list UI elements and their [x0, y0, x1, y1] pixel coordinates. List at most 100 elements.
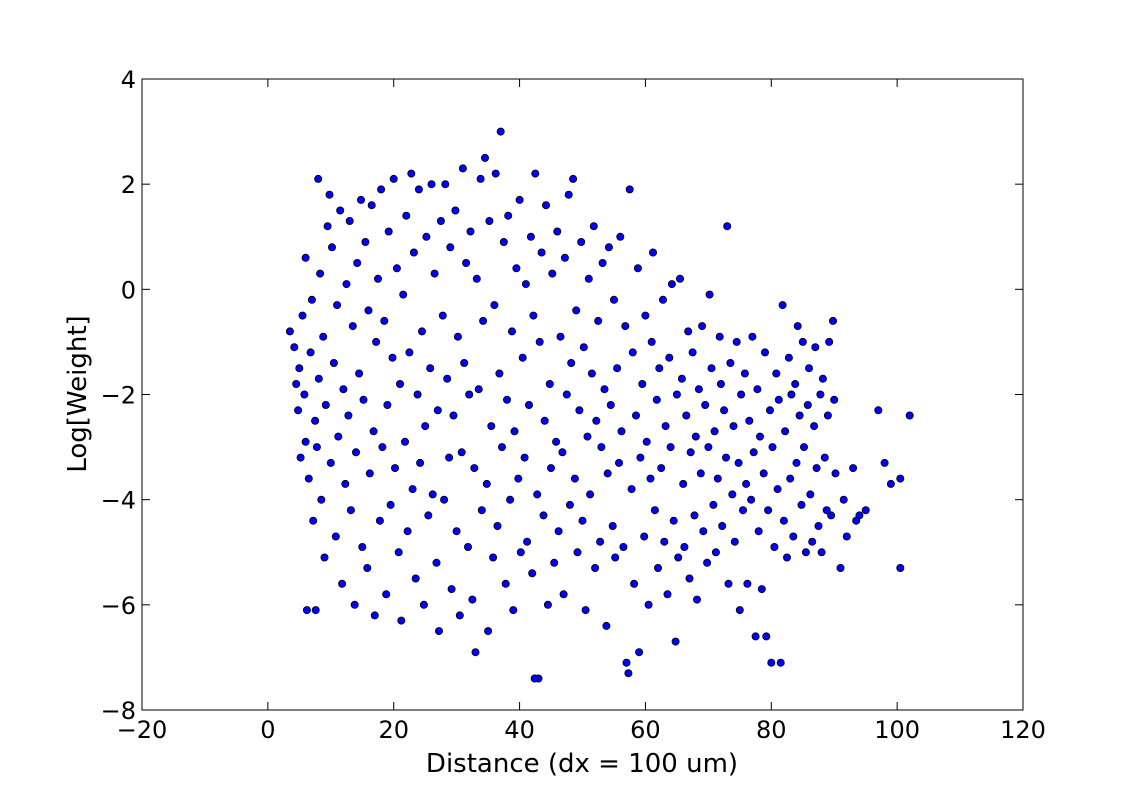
data-point — [294, 406, 303, 415]
data-point — [516, 548, 525, 557]
data-point — [679, 479, 688, 488]
data-point — [728, 490, 737, 499]
data-point — [823, 411, 832, 420]
data-point — [745, 416, 754, 425]
data-point — [734, 458, 743, 467]
data-point — [319, 332, 328, 341]
data-point — [502, 395, 511, 404]
data-point — [395, 379, 404, 388]
data-point — [774, 395, 783, 404]
data-point — [326, 458, 335, 467]
data-point — [394, 548, 403, 557]
data-point — [730, 537, 739, 546]
data-point — [616, 232, 625, 241]
data-point — [842, 532, 851, 541]
data-point — [409, 248, 418, 257]
data-point — [518, 353, 527, 362]
x-tick-label: 100 — [874, 716, 920, 744]
data-point — [737, 390, 746, 399]
data-point — [552, 437, 561, 446]
data-point — [611, 553, 620, 562]
data-point — [810, 422, 819, 431]
data-point — [515, 195, 524, 204]
data-point — [323, 222, 332, 231]
data-point — [798, 337, 807, 346]
data-point — [886, 479, 895, 488]
data-point — [633, 264, 642, 273]
data-point — [657, 464, 666, 473]
data-point — [587, 369, 596, 378]
data-point — [640, 532, 649, 541]
data-point — [380, 316, 389, 325]
data-point — [751, 632, 760, 641]
data-point — [306, 348, 315, 357]
data-point — [499, 237, 508, 246]
data-point — [772, 369, 781, 378]
data-point — [831, 469, 840, 478]
data-point — [317, 495, 326, 504]
data-point — [559, 590, 568, 599]
data-point — [594, 316, 603, 325]
data-point — [300, 390, 309, 399]
data-point — [386, 500, 395, 509]
data-point — [533, 490, 542, 499]
data-point — [424, 511, 433, 520]
data-point — [680, 543, 689, 552]
data-point — [707, 364, 716, 373]
data-point — [770, 543, 779, 552]
data-point — [377, 185, 386, 194]
data-point — [358, 543, 367, 552]
data-point — [542, 201, 551, 210]
data-point — [694, 385, 703, 394]
data-point — [514, 474, 523, 483]
data-point — [388, 353, 397, 362]
data-point — [829, 316, 838, 325]
data-point — [285, 327, 294, 336]
data-point — [766, 406, 775, 415]
data-point — [407, 169, 416, 178]
data-point — [743, 579, 752, 588]
data-point — [690, 511, 699, 520]
data-point — [434, 627, 443, 636]
data-point — [528, 569, 537, 578]
data-point — [642, 437, 651, 446]
data-point — [370, 611, 379, 620]
data-point — [378, 443, 387, 452]
data-point — [426, 364, 435, 373]
data-point — [506, 495, 515, 504]
data-point — [375, 516, 384, 525]
data-point — [449, 411, 458, 420]
y-tick-label: −8 — [101, 697, 136, 725]
data-point — [447, 585, 456, 594]
data-point — [321, 400, 330, 409]
data-point — [716, 379, 725, 388]
data-point — [660, 537, 669, 546]
data-point — [759, 469, 768, 478]
data-point — [816, 390, 825, 399]
data-point — [598, 258, 607, 267]
data-point — [417, 327, 426, 336]
data-point — [684, 327, 693, 336]
data-point — [808, 537, 817, 546]
data-point — [365, 469, 374, 478]
data-point — [698, 322, 707, 331]
data-point — [411, 574, 420, 583]
data-point — [581, 606, 590, 615]
data-point — [472, 274, 481, 283]
data-point — [822, 506, 831, 515]
data-point — [567, 358, 576, 367]
data-point — [896, 474, 905, 483]
data-point — [361, 237, 370, 246]
data-point — [703, 558, 712, 567]
data-point — [667, 280, 676, 289]
data-point — [773, 485, 782, 494]
data-point — [724, 579, 733, 588]
data-point — [861, 506, 870, 515]
data-point — [334, 432, 343, 441]
data-point — [762, 632, 771, 641]
data-point — [550, 558, 559, 567]
data-point — [526, 232, 535, 241]
data-point — [836, 564, 845, 573]
data-point — [399, 290, 408, 299]
data-point — [470, 464, 479, 473]
